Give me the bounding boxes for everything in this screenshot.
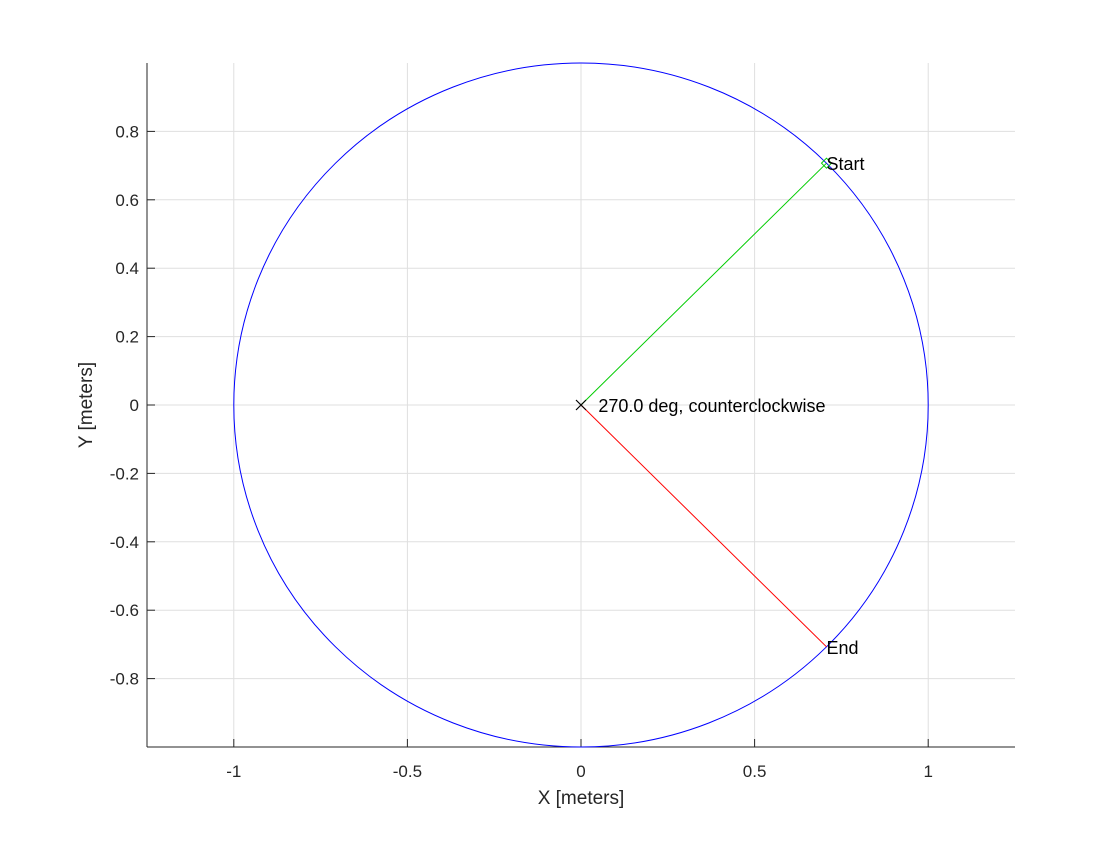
y-tick-label: 0.4 xyxy=(115,259,139,278)
y-tick-label: 0.8 xyxy=(115,122,139,141)
annotation-sweep: 270.0 deg, counterclockwise xyxy=(598,396,825,416)
start-radius-line xyxy=(580,162,827,406)
y-tick-label: 0 xyxy=(130,396,139,415)
center-marker xyxy=(575,399,587,411)
data-layer: Start End 270.0 deg, counterclockwise xyxy=(233,62,929,748)
y-tick-label: -0.6 xyxy=(110,601,139,620)
x-tick-label: -0.5 xyxy=(393,762,422,781)
end-radius-line xyxy=(580,404,827,648)
y-tick-label: -0.8 xyxy=(110,670,139,689)
x-tick-label: 0.5 xyxy=(743,762,767,781)
y-tick-label: -0.4 xyxy=(110,533,139,552)
y-tick-label: -0.2 xyxy=(110,464,139,483)
x-axis-label: X [meters] xyxy=(538,788,625,809)
y-tick-label: 0.6 xyxy=(115,191,139,210)
start-marker xyxy=(820,157,833,169)
annotation-start: Start xyxy=(827,154,865,174)
annotation-end: End xyxy=(827,638,859,658)
x-tick-label: 0 xyxy=(576,762,585,781)
axes-layer: -1 -0.5 0 0.5 1 -0.8 -0.6 -0.4 -0.2 0 0.2 0.4 0.6 0.8 xyxy=(110,63,1015,781)
x-tick-label: 1 xyxy=(923,762,932,781)
x-tick-label: -1 xyxy=(226,762,241,781)
label-layer: X [meters] Y [meters] xyxy=(76,362,624,809)
circle-path xyxy=(233,62,929,748)
y-axis-label: Y [meters] xyxy=(76,362,97,448)
y-tick-label: 0.2 xyxy=(115,328,139,347)
